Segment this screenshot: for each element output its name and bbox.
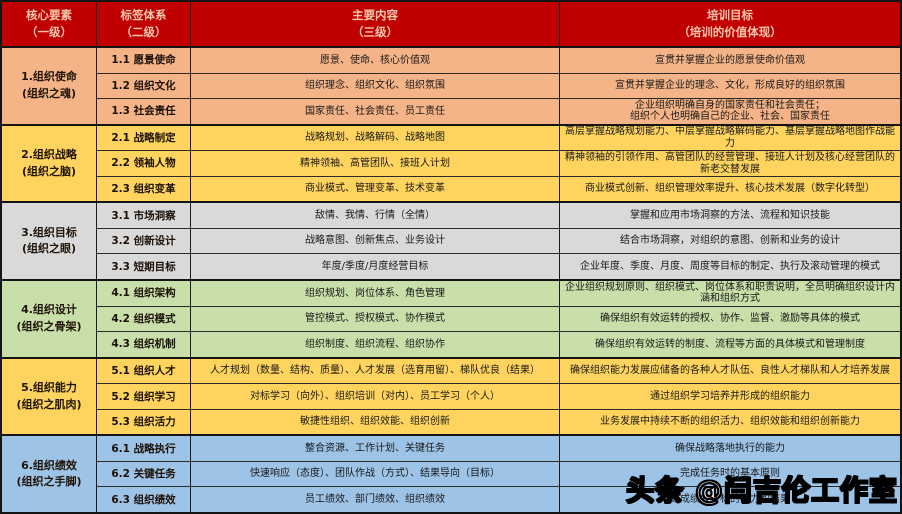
group-goal-column: 确保组织能力发展应储备的各种人才队伍、良性人才梯队和人才培养发展 通过组织学习培养…	[560, 359, 900, 435]
row-content-cell: 组织理念、组织文化、组织氛围	[191, 74, 559, 100]
row-content-cell: 管控模式、授权模式、协作模式	[191, 307, 559, 333]
row-goal-cell: 完成任务时的基本原则	[560, 462, 900, 488]
row-goal-cell: 确保组织能力发展应储备的各种人才队伍、良性人才梯队和人才培养发展	[560, 359, 900, 385]
row-label-cell: 4.1 组织架构	[97, 281, 190, 307]
group-name-cell: 1.组织使命 (组织之魂)	[2, 48, 97, 124]
row-label-cell: 6.2 关键任务	[97, 462, 190, 488]
group-name-cell: 3.组织目标 (组织之眼)	[2, 203, 97, 280]
group-label-column: 1.1 愿景使命 1.2 组织文化 1.3 社会责任	[97, 48, 191, 124]
row-label-cell: 2.2 领袖人物	[97, 151, 190, 177]
group-content-column: 整合资源、工作计划、关键任务 快速响应（态度）、团队作战（方式）、结果导向（目标）…	[191, 436, 560, 513]
row-goal-cell: 业务发展中持续不断的组织活力、组织效能和组织创新能力	[600, 416, 860, 428]
row-goal-cell: 通过组织学习培养并形成的组织能力	[560, 384, 900, 410]
row-goal-cell: 确保组织有效运转的制度、流程等方面的具体模式和管理制度	[595, 338, 865, 350]
row-content-cell: 员工绩效、部门绩效、组织绩效	[305, 494, 445, 506]
table-body: 1.组织使命 (组织之魂) 1.1 愿景使命 1.2 组织文化 1.3 社会责任 愿景、…	[2, 48, 900, 513]
group-label-column: 2.1 战略制定 2.2 领袖人物 2.3 组织变革	[97, 125, 191, 202]
row-content-cell: 敏捷性组织、组织效能、组织创新	[300, 416, 450, 428]
table-header: 核心要素 （一级） 标签体系 （二级） 主要内容 （三级） 培训目标 （培训的价…	[2, 2, 900, 48]
row-goal-cell: 宣贯并掌握企业的理念、文化，形成良好的组织氛围	[560, 74, 900, 100]
group-name-cell: 4.组织设计 (组织之骨架)	[2, 281, 97, 357]
header-label-system: 标签体系 （二级）	[97, 2, 191, 46]
group-goal-column: 企业组织规划原则、组织模式、岗位体系和职责说明，全员明确组织设计内涵和组织方式确…	[560, 281, 900, 357]
row-label-cell: 3.3 短期目标	[111, 260, 176, 273]
row-label-cell: 3.1 市场洞察	[97, 203, 190, 229]
row-content-cell: 战略规划、战略解码、战略地图	[191, 126, 559, 152]
row-label-cell: 5.3 组织活力	[111, 416, 176, 429]
group-label-column: 4.1 组织架构 4.2 组织模式 4.3 组织机制	[97, 281, 191, 357]
row-content-cell: 组织制度、组织流程、组织协作	[305, 338, 445, 350]
row-content-cell: 商业模式、管理变革、技术变革	[305, 183, 445, 195]
row-label-cell: 1.3 社会责任	[111, 105, 176, 118]
group-row: 4.组织设计 (组织之骨架) 4.1 组织架构 4.2 组织模式 4.3 组织机制 组织…	[2, 281, 900, 359]
group-content-column: 人才规划（数量、结构、质量）、人才发展（选育用留）、梯队优良（结果） 对标学习（向…	[191, 358, 560, 435]
row-label-cell: 2.3 组织变革	[111, 183, 176, 196]
group-name-cell: 2.组织战略 (组织之脑)	[2, 125, 97, 202]
group-goal-column: 宣贯并掌握企业的愿景使命价值观 宣贯并掌握企业的理念、文化，形成良好的组织氛围 企业…	[560, 48, 900, 124]
group-content-column: 愿景、使命、核心价值观 组织理念、组织文化、组织氛围国家责任、社会责任、员工责任	[191, 48, 560, 124]
row-goal-cell: 商业模式创新、组织管理效率提升、核心技术发展（数字化转型）	[585, 183, 875, 195]
group-name-cell: 6.组织绩效 (组织之手脚)	[2, 436, 97, 513]
group-content-column: 组织规划、岗位体系、角色管理 管控模式、授权模式、协作模式组织制度、组织流程、组织…	[191, 281, 560, 357]
row-label-cell: 4.2 组织模式	[97, 307, 190, 333]
header-main-content: 主要内容 （三级）	[191, 2, 560, 46]
watermark: 头条 @闫吉伦工作室	[625, 473, 898, 508]
row-content-cell: 精神领袖、高管团队、接班人计划	[191, 151, 559, 177]
row-goal-cell: 达成绩效目标的能力和结果	[670, 494, 790, 506]
group-name-cell: 5.组织能力 (组织之肌肉)	[2, 358, 97, 435]
row-goal-cell: 精神领袖的引领作用、高管团队的经营管理、接班人计划及核心经营团队的新老交替发展	[560, 151, 900, 177]
row-content-cell: 愿景、使命、核心价值观	[191, 48, 559, 74]
row-content-cell: 对标学习（向外）、组织培训（对内）、员工学习（个人）	[191, 384, 559, 410]
row-label-cell: 3.2 创新设计	[97, 229, 190, 255]
row-label-cell: 5.1 组织人才	[97, 359, 190, 385]
row-content-cell: 快速响应（态度）、团队作战（方式）、结果导向（目标）	[191, 462, 559, 488]
group-goal-column: 高层掌握战略规划能力、中层掌握战略解码能力、基层掌握战略地图作战能力 精神领袖的引…	[560, 126, 900, 202]
group-row: 6.组织绩效 (组织之手脚) 6.1 战略执行 6.2 关键任务 6.3 组织绩效 整合…	[2, 436, 900, 513]
group-goal-column: 掌握和应用市场洞察的方法、流程和知识技能 结合市场洞察，对组织的意图、创新和业务的…	[560, 203, 900, 279]
row-goal-cell: 确保战略落地执行的能力	[560, 436, 900, 462]
row-content-cell: 敌情、我情、行情（全情）	[191, 203, 559, 229]
row-content-cell: 人才规划（数量、结构、质量）、人才发展（选育用留）、梯队优良（结果）	[191, 359, 559, 385]
group-content-column: 敌情、我情、行情（全情） 战略意图、创新焦点、业务设计年度/季度/月度经营目标	[191, 203, 560, 280]
row-label-cell: 5.2 组织学习	[97, 384, 190, 410]
group-row: 5.组织能力 (组织之肌肉) 5.1 组织人才 5.2 组织学习 5.3 组织活力 人才…	[2, 358, 900, 437]
group-goal-column: 确保战略落地执行的能力 完成任务时的基本原则达成绩效目标的能力和结果	[560, 436, 900, 512]
group-label-column: 3.1 市场洞察 3.2 创新设计 3.3 短期目标	[97, 203, 191, 280]
row-content-cell: 国家责任、社会责任、员工责任	[305, 105, 445, 117]
group-label-column: 5.1 组织人才 5.2 组织学习 5.3 组织活力	[97, 358, 191, 435]
row-label-cell: 6.1 战略执行	[97, 436, 190, 462]
row-goal-cell: 结合市场洞察，对组织的意图、创新和业务的设计	[560, 229, 900, 255]
row-goal-cell: 企业组织规划原则、组织模式、岗位体系和职责说明，全员明确组织设计内涵和组织方式	[560, 281, 900, 307]
group-row: 1.组织使命 (组织之魂) 1.1 愿景使命 1.2 组织文化 1.3 社会责任 愿景、…	[2, 48, 900, 126]
row-label-cell: 6.3 组织绩效	[111, 493, 176, 506]
row-goal-cell: 企业组织明确自身的国家责任和社会责任； 组织个人也明确自己的企业、社会、国家责任	[630, 99, 830, 123]
row-label-cell: 4.3 组织机制	[111, 338, 176, 351]
row-goal-cell: 确保组织有效运转的授权、协作、监督、激励等具体的模式	[560, 307, 900, 333]
group-row: 3.组织目标 (组织之眼) 3.1 市场洞察 3.2 创新设计 3.3 短期目标 敌情、…	[2, 203, 900, 282]
row-content-cell: 战略意图、创新焦点、业务设计	[191, 229, 559, 255]
row-goal-cell: 企业年度、季度、月度、周度等目标的制定、执行及滚动管理的模式	[580, 261, 880, 272]
group-label-column: 6.1 战略执行 6.2 关键任务 6.3 组织绩效	[97, 436, 191, 513]
row-content-cell: 组织规划、岗位体系、角色管理	[191, 281, 559, 307]
group-row: 2.组织战略 (组织之脑) 2.1 战略制定 2.2 领袖人物 2.3 组织变革 战略规…	[2, 125, 900, 204]
row-goal-cell: 掌握和应用市场洞察的方法、流程和知识技能	[560, 203, 900, 229]
row-label-cell: 2.1 战略制定	[97, 126, 190, 152]
row-goal-cell: 宣贯并掌握企业的愿景使命价值观	[560, 48, 900, 74]
header-core-elements: 核心要素 （一级）	[2, 2, 97, 46]
row-label-cell: 1.1 愿景使命	[97, 48, 190, 74]
header-training-goal: 培训目标 （培训的价值体现）	[678, 7, 782, 39]
row-content-cell: 年度/季度/月度经营目标	[321, 261, 429, 272]
row-label-cell: 1.2 组织文化	[97, 74, 190, 100]
row-goal-cell: 高层掌握战略规划能力、中层掌握战略解码能力、基层掌握战略地图作战能力	[560, 126, 900, 152]
group-content-column: 战略规划、战略解码、战略地图 精神领袖、高管团队、接班人计划商业模式、管理变革、技…	[191, 125, 560, 202]
row-content-cell: 整合资源、工作计划、关键任务	[191, 436, 559, 462]
